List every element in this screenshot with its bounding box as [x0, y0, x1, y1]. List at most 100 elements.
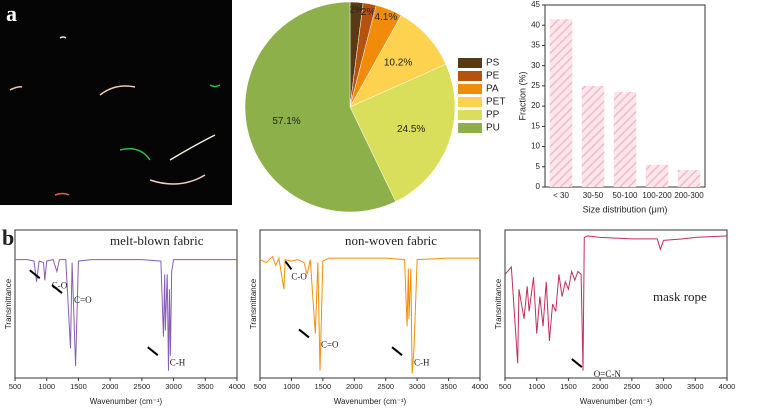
- annotation-arrow: [298, 328, 310, 339]
- annotation: O=C-N: [594, 369, 622, 379]
- x-tick-label: 50-100: [613, 191, 638, 200]
- x-tick-label: 4000: [719, 382, 736, 391]
- x-tick-label: 3000: [655, 382, 672, 391]
- x-tick-label: 3500: [687, 382, 704, 391]
- annotation: C-O: [291, 271, 307, 281]
- x-axis-label: Size distribution (μm): [583, 204, 668, 214]
- slice-label: 24.5%: [397, 124, 425, 135]
- x-tick-label: 500: [9, 382, 22, 391]
- x-axis-label: Wavenumber (cm⁻¹): [90, 397, 163, 406]
- x-tick-label: < 30: [553, 191, 569, 200]
- annotation-arrow: [29, 269, 41, 280]
- x-tick-label: 200-300: [674, 191, 704, 200]
- micrograph-fibers: [9, 36, 221, 196]
- spectrum-line: [504, 235, 728, 371]
- y-tick-label: 45: [531, 0, 540, 9]
- chart-title: mask rope: [653, 289, 707, 304]
- x-tick-label: 3500: [197, 382, 214, 391]
- spectrum-line: [15, 259, 237, 371]
- y-tick-label: 20: [531, 101, 540, 110]
- legend-label: PE: [486, 71, 500, 82]
- y-tick-label: 40: [531, 20, 540, 29]
- annotation-arrow: [391, 346, 403, 356]
- chart-title: melt-blown fabric: [110, 233, 204, 248]
- annotation: C=O: [74, 295, 92, 305]
- y-tick-label: 30: [531, 61, 540, 70]
- annotation-arrow: [284, 260, 293, 270]
- legend-swatch: [458, 84, 482, 94]
- pie-slice: [349, 63, 456, 202]
- bar: [677, 170, 701, 187]
- x-tick-label: 3500: [440, 382, 457, 391]
- x-tick-label: 1000: [283, 382, 300, 391]
- x-tick-label: 500: [499, 382, 512, 391]
- y-tick-label: 35: [531, 41, 540, 50]
- legend-swatch: [458, 123, 482, 133]
- x-tick-label: 2000: [346, 382, 363, 391]
- x-tick-label: 2500: [624, 382, 641, 391]
- y-tick-label: 5: [536, 162, 541, 171]
- slice-label: 57.1%: [272, 116, 300, 127]
- x-tick-label: 3000: [165, 382, 182, 391]
- bar: [645, 164, 669, 187]
- x-tick-label: 1500: [560, 382, 577, 391]
- x-tick-label: 2500: [134, 382, 151, 391]
- panel-label: a: [6, 1, 17, 26]
- y-tick-label: 25: [531, 81, 540, 90]
- micrograph: [0, 0, 232, 205]
- x-tick-label: 1500: [70, 382, 87, 391]
- slice-label: 2%: [361, 7, 376, 18]
- legend-swatch: [458, 110, 482, 120]
- x-axis-label: Wavenumber (cm⁻¹): [580, 397, 653, 406]
- plot-frame: [504, 229, 728, 379]
- x-tick-label: 4000: [472, 382, 489, 391]
- plot-frame: [14, 229, 238, 379]
- legend-label: PU: [486, 123, 500, 134]
- slice-label: 10.2%: [384, 58, 412, 69]
- annotation: C-O: [52, 280, 68, 290]
- x-tick-label: 100-200: [642, 191, 672, 200]
- legend-swatch: [458, 58, 482, 68]
- x-tick-label: 2500: [377, 382, 394, 391]
- bar: [613, 91, 637, 187]
- y-axis-label: Transmittance: [4, 278, 13, 329]
- x-tick-label: 1500: [315, 382, 332, 391]
- legend-label: PP: [486, 110, 500, 121]
- x-tick-label: 3000: [409, 382, 426, 391]
- legend-swatch: [458, 97, 482, 107]
- legend-label: PET: [486, 97, 505, 108]
- y-axis-label: Fraction (%): [517, 71, 527, 120]
- y-axis-label: Transmittance: [494, 278, 503, 329]
- annotation: C=O: [321, 340, 339, 350]
- bar: [581, 85, 605, 187]
- y-tick-label: 0: [536, 182, 541, 191]
- x-tick-label: 2000: [102, 382, 119, 391]
- slice-label: 2%: [349, 5, 364, 16]
- y-tick-label: 10: [531, 142, 540, 151]
- annotation: C-H: [414, 357, 430, 367]
- x-axis-label: Wavenumber (cm⁻¹): [334, 397, 407, 406]
- annotation-arrow: [51, 284, 63, 294]
- x-tick-label: 4000: [229, 382, 246, 391]
- x-tick-label: 1000: [528, 382, 545, 391]
- chart-title: non-woven fabric: [345, 233, 437, 248]
- x-tick-label: 2000: [592, 382, 609, 391]
- y-tick-label: 15: [531, 121, 540, 130]
- bar: [549, 19, 573, 188]
- x-tick-label: 500: [254, 382, 267, 391]
- spectrum-line: [259, 255, 480, 374]
- legend-label: PA: [486, 84, 499, 95]
- legend-label: PS: [486, 58, 500, 69]
- y-axis-label: Transmittance: [249, 278, 258, 329]
- plot-frame: [259, 229, 481, 379]
- annotation-arrow: [571, 358, 583, 368]
- x-tick-label: 1000: [38, 382, 55, 391]
- pie-slice: [244, 1, 396, 213]
- x-tick-label: 30-50: [583, 191, 604, 200]
- panel-label: b: [2, 225, 14, 250]
- annotation: C-H: [170, 357, 186, 367]
- slice-label: 4.1%: [374, 12, 397, 23]
- annotation-arrow: [147, 346, 159, 356]
